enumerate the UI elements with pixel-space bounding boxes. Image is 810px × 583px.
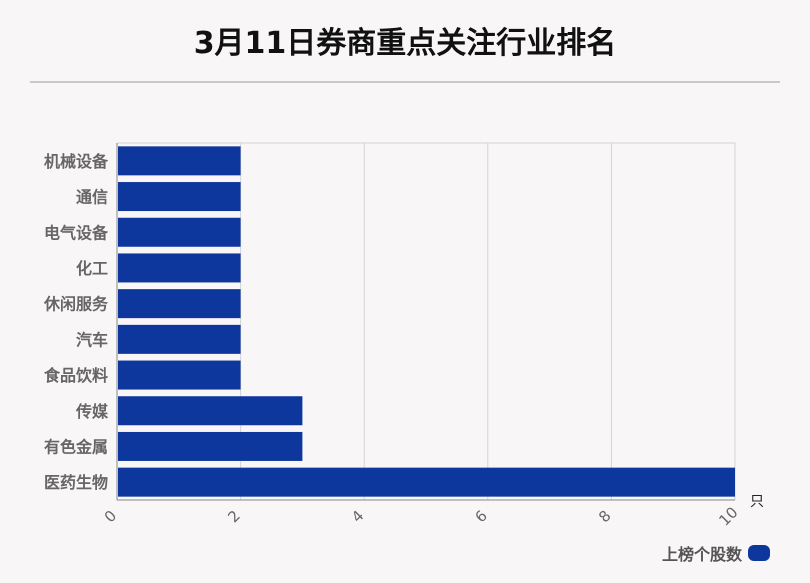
bar (118, 431, 303, 461)
x-tick-label: 2 (224, 507, 243, 526)
category-label: 电气设备 (44, 223, 109, 242)
chart-title: 3月11日券商重点关注行业排名 (193, 26, 617, 61)
category-label: 医药生物 (44, 473, 108, 492)
category-label: 化工 (76, 259, 108, 278)
x-tick-label: 4 (348, 507, 367, 526)
bar (118, 289, 241, 319)
bar (118, 182, 241, 212)
category-label: 休闲服务 (43, 295, 109, 314)
category-label: 食品饮料 (43, 366, 108, 385)
legend-swatch (748, 545, 770, 561)
legend-label: 上榜个股数 (661, 545, 742, 564)
x-unit-label: 只 (750, 494, 764, 510)
bar (118, 360, 241, 390)
bar (118, 253, 241, 283)
category-label: 有色金属 (44, 437, 108, 456)
bar (118, 396, 303, 426)
bar (118, 146, 241, 176)
x-tick-label: 10 (715, 503, 741, 529)
category-label: 汽车 (76, 330, 108, 349)
legend: 上榜个股数 (662, 541, 770, 565)
category-label: 传媒 (75, 402, 109, 421)
bar (118, 324, 241, 354)
bar (118, 217, 241, 247)
x-tick-labels: 0 2 4 6 8 10 (101, 503, 742, 529)
bars (118, 146, 735, 497)
category-label: 机械设备 (44, 152, 109, 171)
x-tick-label: 8 (595, 507, 614, 526)
bar (118, 467, 735, 497)
x-tick-label: 0 (101, 507, 120, 526)
title-divider (30, 81, 780, 83)
category-label: 通信 (76, 188, 108, 207)
x-tick-label: 6 (472, 507, 491, 526)
